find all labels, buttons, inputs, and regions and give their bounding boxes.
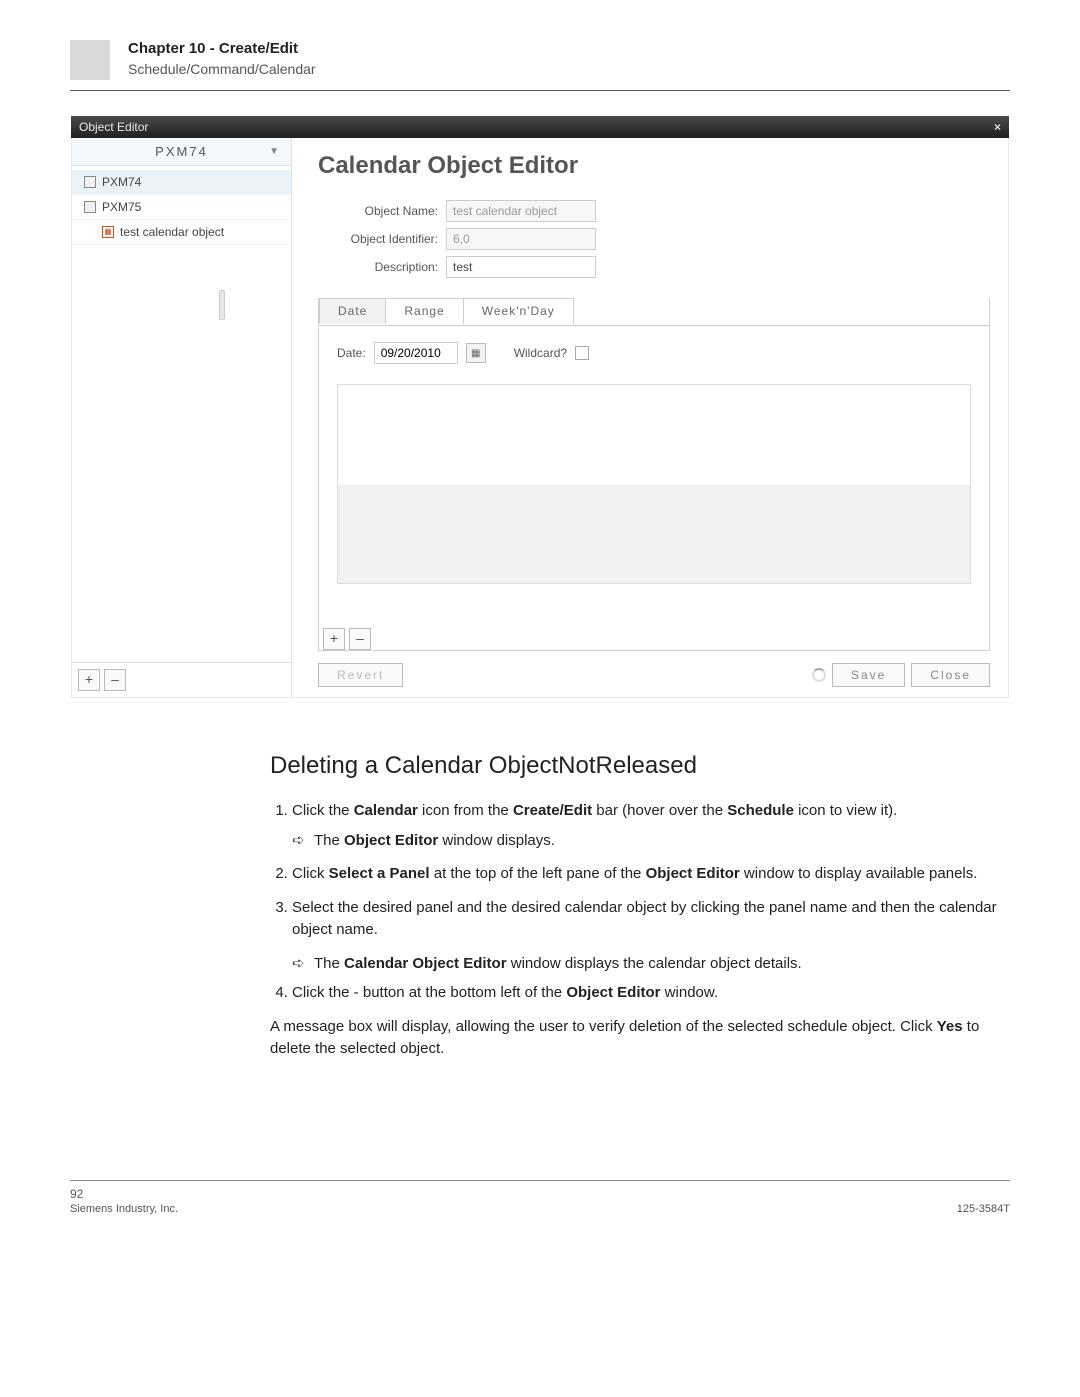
tree-label: PXM75 (102, 200, 141, 214)
tree-item-pxm75[interactable]: PXM75 (72, 195, 291, 220)
add-button[interactable]: + (78, 669, 100, 691)
label-description: Description: (318, 260, 438, 274)
label-date: Date: (337, 346, 366, 360)
tab-range[interactable]: Range (385, 298, 463, 324)
chevron-down-icon: ▼ (269, 146, 281, 157)
panel-selector-label: PXM74 (155, 144, 208, 159)
input-description[interactable] (446, 256, 596, 278)
panel-icon (84, 201, 96, 213)
left-pane: PXM74 ▼ PXM74 PXM75 ▦ test calendar obje… (72, 138, 292, 697)
tab-weeknday[interactable]: Week'n'Day (463, 298, 574, 324)
tree-item-calendar-object[interactable]: ▦ test calendar object (72, 220, 291, 245)
subchapter-title: Schedule/Command/Calendar (128, 61, 316, 77)
result-3: The Calendar Object Editor window displa… (292, 953, 1010, 975)
doc-header: Chapter 10 - Create/Edit Schedule/Comman… (70, 40, 1010, 91)
tab-panel: Date Range Week'n'Day Date: ▦ Wildcard? (318, 298, 990, 651)
chapter-title: Chapter 10 - Create/Edit (128, 40, 316, 57)
add-entry-button[interactable]: + (323, 628, 345, 650)
page-number: 92 (70, 1187, 178, 1201)
step-4: Click the - button at the bottom left of… (292, 982, 1010, 1004)
row-object-identifier: Object Identifier: (318, 228, 990, 250)
remove-entry-button[interactable]: – (349, 628, 371, 650)
left-pane-footer: + – (72, 662, 291, 697)
right-pane: Calendar Object Editor Object Name: Obje… (292, 138, 1008, 697)
window-title: Object Editor (79, 120, 148, 134)
company-name: Siemens Industry, Inc. (70, 1203, 178, 1215)
calendar-icon: ▦ (102, 226, 114, 238)
screenshot-object-editor: Object Editor × PXM74 ▼ PXM74 PX (70, 115, 1010, 699)
close-icon[interactable]: × (994, 120, 1001, 134)
row-description: Description: (318, 256, 990, 278)
tab-date[interactable]: Date (319, 298, 386, 324)
input-object-name[interactable] (446, 200, 596, 222)
checkbox-wildcard[interactable] (575, 346, 589, 360)
entries-grid (337, 384, 971, 584)
save-button[interactable]: Save (832, 663, 905, 687)
logo-placeholder (70, 40, 110, 80)
section-heading: Deleting a Calendar ObjectNotReleased (270, 749, 1010, 784)
tree-label: PXM74 (102, 175, 141, 189)
step-3: Select the desired panel and the desired… (292, 897, 1010, 941)
input-date[interactable] (374, 342, 458, 364)
doc-number: 125-3584T (957, 1203, 1010, 1215)
window-titlebar: Object Editor × (71, 116, 1009, 138)
step-1: Click the Calendar icon from the Create/… (292, 800, 1010, 852)
close-button[interactable]: Close (911, 663, 990, 687)
row-object-name: Object Name: (318, 200, 990, 222)
remove-button[interactable]: – (104, 669, 126, 691)
tree-view: PXM74 PXM75 ▦ test calendar object (72, 166, 291, 662)
tab-row: Date Range Week'n'Day (319, 298, 989, 324)
date-picker-icon[interactable]: ▦ (466, 343, 486, 363)
tab-footer: + – (319, 620, 989, 650)
revert-button[interactable]: Revert (318, 663, 403, 687)
panel-selector[interactable]: PXM74 ▼ (72, 138, 291, 166)
doc-footer: 92 Siemens Industry, Inc. 125-3584T (70, 1180, 1010, 1215)
label-wildcard: Wildcard? (514, 346, 567, 360)
tab-body-date: Date: ▦ Wildcard? (319, 325, 989, 620)
instructions: Deleting a Calendar ObjectNotReleased Cl… (270, 749, 1010, 1060)
spinner-icon (812, 668, 826, 682)
editor-footer: Revert Save Close (318, 651, 990, 687)
step-2: Click Select a Panel at the top of the l… (292, 863, 1010, 885)
label-object-name: Object Name: (318, 204, 438, 218)
input-object-identifier[interactable] (446, 228, 596, 250)
tree-label: test calendar object (120, 225, 224, 239)
result-1: The Object Editor window displays. (292, 830, 1010, 852)
label-object-identifier: Object Identifier: (318, 232, 438, 246)
closing-paragraph: A message box will display, allowing the… (270, 1016, 1010, 1060)
editor-title: Calendar Object Editor (318, 152, 990, 180)
tree-item-pxm74[interactable]: PXM74 (72, 170, 291, 195)
panel-icon (84, 176, 96, 188)
